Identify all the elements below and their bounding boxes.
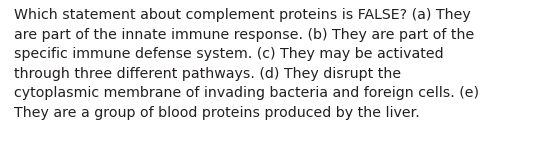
Text: Which statement about complement proteins is FALSE? (a) They
are part of the inn: Which statement about complement protein… bbox=[14, 8, 479, 120]
